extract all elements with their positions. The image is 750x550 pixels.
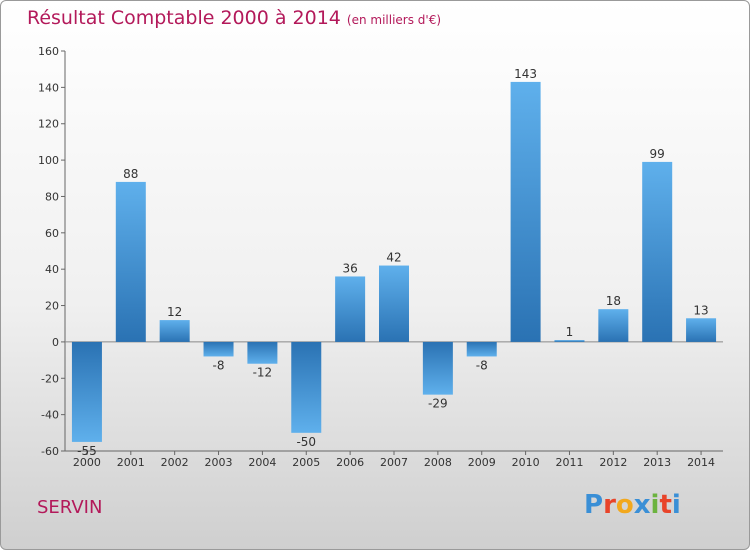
x-tick-label: 2009 [468,456,496,469]
bar [335,276,366,342]
x-tick-label: 2002 [161,456,189,469]
y-tick-label: 120 [38,118,59,131]
x-tick-label: 2006 [336,456,364,469]
bar [247,341,278,364]
bar [598,309,629,342]
x-tick-label: 2013 [643,456,671,469]
bar [554,340,585,342]
chart-title: Résultat Comptable 2000 à 2014 (en millie… [27,7,441,29]
data-label: 42 [386,251,401,265]
y-tick-label: 20 [45,300,59,313]
logo-letter: i [671,490,681,520]
y-tick-label: 160 [38,45,59,58]
logo-letter: o [615,490,634,520]
x-tick-label: 2001 [117,456,145,469]
bar [686,318,717,342]
y-tick-label: 80 [45,190,59,203]
commune-name: SERVIN [37,497,103,518]
data-label: -55 [77,444,97,458]
logo-letter: t [659,490,672,520]
y-tick-label: 100 [38,154,59,167]
data-label: -50 [296,435,316,449]
data-label: 143 [514,67,537,81]
x-tick-label: 2011 [555,456,583,469]
x-tick-label: 2000 [73,456,101,469]
data-label: -29 [428,397,448,411]
data-label: 1 [566,325,574,339]
y-tick-label: 40 [45,263,59,276]
x-tick-label: 2008 [424,456,452,469]
bar [510,81,541,342]
y-tick-label: 140 [38,81,59,94]
data-label: -8 [213,358,225,372]
bar [115,181,146,342]
data-label: 36 [342,261,357,275]
x-tick-label: 2010 [512,456,540,469]
x-tick-label: 2012 [599,456,627,469]
x-tick-label: 2014 [687,456,715,469]
logo-letter: P [584,490,604,520]
bar [159,320,190,342]
data-label: 12 [167,305,182,319]
data-label: 99 [650,147,665,161]
data-label: 18 [606,294,621,308]
data-label: -8 [476,358,488,372]
bar [422,341,453,395]
x-tick-label: 2007 [380,456,408,469]
title-subtitle: (en milliers d'€) [346,13,442,27]
y-tick-label: -40 [41,409,59,422]
title-text: Résultat Comptable 2000 à 2014 [27,7,341,29]
y-tick-label: -60 [41,445,59,458]
logo-letter: i [650,490,660,520]
bar [203,341,234,357]
bar [642,161,673,342]
bar [466,341,497,357]
data-label: 88 [123,167,138,181]
x-tick-label: 2005 [292,456,320,469]
data-label: -12 [253,366,273,380]
bar [291,341,322,433]
y-tick-label: -20 [41,372,59,385]
x-tick-label: 2004 [248,456,276,469]
proxiti-logo[interactable]: Proxiti [584,490,681,520]
bar [71,341,102,442]
logo-letter: x [633,490,651,520]
y-tick-label: 0 [52,336,59,349]
x-tick-label: 2003 [205,456,233,469]
y-tick-label: 60 [45,227,59,240]
bar [379,265,409,342]
data-label: 13 [693,303,708,317]
logo-letter: r [603,490,616,520]
